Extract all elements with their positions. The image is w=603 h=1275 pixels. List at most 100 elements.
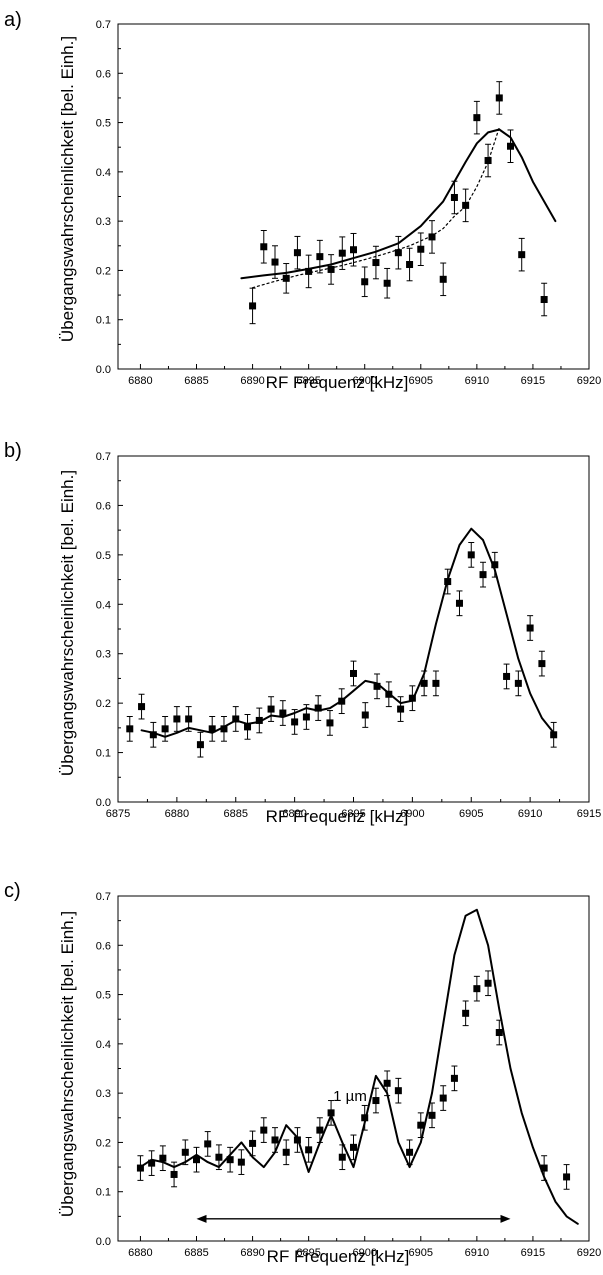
y-tick-label: 0.4 (96, 167, 111, 179)
data-point (138, 703, 146, 711)
data-point (350, 246, 357, 254)
data-point (204, 1140, 212, 1148)
data-point (327, 265, 335, 273)
data-point (420, 679, 428, 687)
x-tick-label: 6875 (106, 808, 130, 820)
data-point (491, 561, 499, 569)
data-point (293, 249, 301, 257)
x-tick-label: 6900 (352, 1247, 376, 1259)
data-point (406, 1148, 414, 1156)
data-point (473, 985, 481, 993)
data-point (455, 599, 463, 607)
x-axis-title: RF Frequenz [kHz] (267, 1247, 410, 1266)
data-point (428, 233, 436, 241)
fit-curve (140, 527, 555, 738)
y-tick-label: 0.2 (96, 265, 111, 277)
data-point (305, 1146, 313, 1154)
data-point (173, 715, 181, 723)
data-point (518, 251, 526, 259)
scale-arrow-head-right (500, 1214, 511, 1223)
scale-label: 1 µm (333, 1088, 367, 1105)
y-tick-label: 0.3 (96, 1088, 111, 1100)
data-point (372, 259, 380, 267)
panel-label: b) (4, 440, 22, 462)
y-tick-label: 0.6 (96, 68, 111, 80)
data-point (305, 267, 313, 275)
y-tick-label: 0.2 (96, 1137, 111, 1149)
panel-a: a) 6880 6885 6890 6895 6900 6905 6910 6915 6920 0… (4, 9, 601, 392)
data-point (181, 1148, 189, 1156)
data-point (350, 1143, 357, 1151)
data-point (316, 1126, 324, 1134)
data-point (373, 682, 381, 690)
x-tick-label: 6890 (240, 1247, 264, 1259)
data-point (383, 279, 391, 287)
data-point (467, 551, 475, 559)
data-point (267, 705, 275, 713)
panel-label: c) (4, 880, 21, 902)
data-point (249, 302, 257, 310)
y-tick-label: 0.1 (96, 1187, 111, 1199)
x-tick-label: 6905 (409, 1247, 433, 1259)
y-tick-label: 0.1 (96, 315, 111, 327)
data-point (159, 1154, 167, 1162)
data-point (226, 1156, 234, 1164)
data-point (417, 245, 425, 253)
data-point (417, 1121, 425, 1129)
y-tick-label: 0.7 (96, 451, 111, 463)
data-point (383, 1079, 391, 1087)
data-point (538, 660, 546, 668)
data-point (185, 715, 193, 723)
x-axis-title: RF Frequenz [kHz] (266, 807, 409, 826)
y-tick-label: 0.1 (96, 748, 111, 760)
panel-b: b) 6875 6880 6885 6890 6895 6900 6905 6910 6915 0… (4, 440, 601, 826)
x-tick-label: 6885 (224, 808, 248, 820)
x-tick-label: 6905 (409, 375, 433, 387)
y-tick-label: 0.6 (96, 940, 111, 952)
x-tick-label: 6915 (521, 1247, 545, 1259)
data-point (350, 669, 357, 677)
data-point (439, 1094, 447, 1102)
data-point (316, 253, 324, 261)
y-axis-title: Übergangswahrscheinlichkeit [bel. Einh.] (58, 911, 77, 1217)
y-tick-label: 0.2 (96, 698, 111, 710)
y-tick-label: 0.6 (96, 500, 111, 512)
data-point (149, 731, 157, 739)
data-point (237, 1158, 245, 1166)
x-tick-label: 6885 (184, 375, 208, 387)
x-tick-label: 6910 (465, 1247, 489, 1259)
data-point (473, 114, 481, 122)
data-point (408, 694, 416, 702)
data-point (550, 731, 558, 739)
data-point (291, 718, 299, 726)
data-point (215, 1153, 223, 1161)
data-point (314, 704, 322, 712)
data-point (514, 679, 522, 687)
x-tick-label: 6900 (352, 375, 376, 387)
x-tick-label: 6895 (341, 808, 365, 820)
data-point (394, 1087, 402, 1095)
x-tick-label: 6895 (296, 1247, 320, 1259)
data-point (484, 157, 492, 165)
plot-b: 6875 6880 6885 6890 6895 6900 6905 6910 6915 0.0 0… (96, 451, 602, 820)
y-tick-label: 0.7 (96, 19, 111, 31)
data-point (462, 1009, 470, 1017)
data-point (249, 1139, 257, 1147)
data-point (394, 249, 402, 257)
fit-curve (240, 128, 557, 280)
x-tick-label: 6890 (240, 375, 264, 387)
x-tick-label: 6920 (577, 375, 601, 387)
x-tick-label: 6885 (184, 1247, 208, 1259)
data-point (540, 296, 548, 304)
y-tick-label: 0.5 (96, 118, 111, 130)
data-point (196, 741, 204, 749)
data-point (244, 723, 252, 731)
data-point (302, 713, 310, 721)
y-tick-label: 0.0 (96, 797, 111, 809)
data-point (232, 715, 240, 723)
dotted-fit-curve (252, 126, 500, 289)
x-tick-label: 6915 (577, 808, 601, 820)
data-point (208, 725, 216, 733)
data-point (450, 1074, 458, 1082)
